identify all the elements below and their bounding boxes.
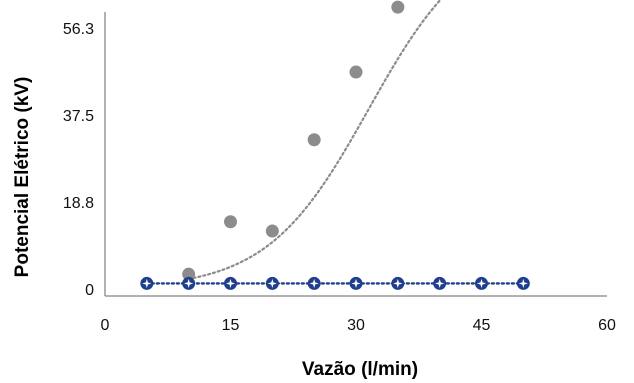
star-icon [518,278,528,289]
data-point-series-1 [307,133,321,147]
x-tick-label: 0 [101,317,110,334]
star-icon [267,278,277,289]
trendline-series-1 [187,0,442,281]
axes [104,12,607,297]
data-point-series-2 [475,276,488,290]
star-icon [184,278,194,289]
x-axis-title: Vazão (l/min) [302,359,418,380]
data-point-series-2 [140,276,154,290]
data-point-series-2 [224,276,237,290]
star-icon [309,278,319,289]
data-point-series-2 [182,276,196,290]
star-icon [476,278,487,289]
star-icon [435,278,445,289]
x-tick-label: 30 [347,317,365,334]
data-points [140,0,530,290]
data-point-series-2 [349,276,363,290]
y-tick-label: 18.8 [63,195,94,212]
y-axis-title: Potencial Elétrico (kV) [12,77,33,278]
data-point-series-1 [224,215,237,229]
y-tick-label: 0 [85,282,94,299]
data-point-series-1 [182,267,196,281]
trendlines [145,0,525,285]
x-tick-label: 60 [598,317,616,334]
data-point-series-1 [349,65,363,79]
star-icon [142,278,152,289]
data-point-series-2 [391,276,405,290]
tick-labels: 0 15 30 45 60 0 18.8 37.5 56.3 [63,21,616,334]
data-point-series-2 [307,276,321,290]
y-tick-label: 37.5 [63,108,94,125]
star-icon [351,278,361,289]
y-tick-label: 56.3 [63,21,94,38]
x-tick-label: 15 [222,317,240,334]
data-point-series-1 [265,224,279,238]
data-point-series-2 [433,276,447,290]
star-icon [225,278,236,289]
data-point-series-2 [265,276,279,290]
x-tick-label: 45 [473,317,491,334]
data-point-series-1 [391,0,405,14]
star-icon [393,278,403,289]
data-point-series-2 [516,276,530,290]
